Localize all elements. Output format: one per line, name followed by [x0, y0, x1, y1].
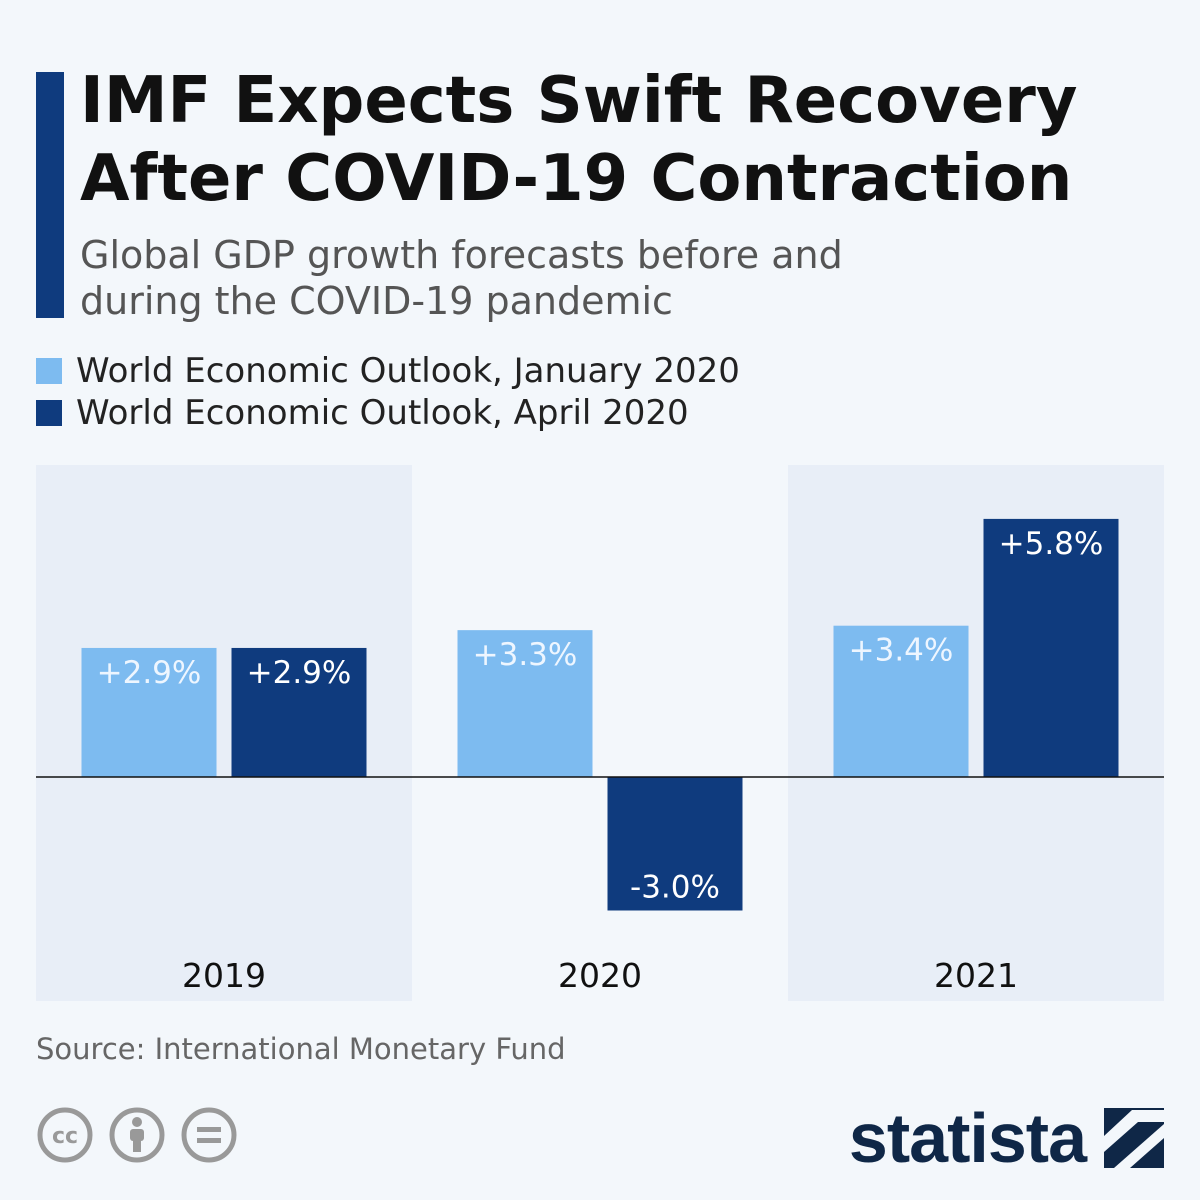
svg-text:cc: cc — [52, 1124, 78, 1149]
chart-legend: World Economic Outlook, January 2020 Wor… — [36, 350, 740, 434]
legend-swatch-april — [36, 400, 62, 426]
attribution-icon — [109, 1107, 165, 1163]
brand-wordmark: statista — [848, 1099, 1087, 1177]
title-line-1: IMF Expects Swift Recovery — [80, 64, 1078, 138]
legend-swatch-january — [36, 358, 62, 384]
category-label-2019: 2019 — [182, 956, 266, 995]
data-label-2020-series-1: +3.3% — [473, 637, 578, 673]
data-label-2021-series-1: +3.4% — [849, 633, 954, 669]
bar-2021-series-1 — [833, 625, 969, 777]
legend-item-april: World Economic Outlook, April 2020 — [36, 392, 740, 434]
legend-item-january: World Economic Outlook, January 2020 — [36, 350, 740, 392]
brand: statista — [849, 1098, 1164, 1178]
bar-2021-series-2 — [983, 518, 1119, 777]
title-line-2: After COVID-19 Contraction — [80, 142, 1073, 216]
category-label-2020: 2020 — [558, 956, 642, 995]
subtitle-line-2: during the COVID-19 pandemic — [80, 279, 673, 323]
source-note: Source: International Monetary Fund — [36, 1032, 566, 1066]
data-label-2021-series-2: +5.8% — [999, 526, 1104, 562]
page-subtitle: Global GDP growth forecasts before and d… — [80, 232, 980, 324]
bar-2019-series-1 — [81, 647, 217, 777]
statista-logo-icon — [1104, 1108, 1164, 1168]
bar-2020-series-1 — [457, 630, 593, 777]
category-label-2021: 2021 — [934, 956, 1018, 995]
data-label-2019-series-1: +2.9% — [97, 655, 202, 691]
license-icons: cc — [36, 1106, 238, 1164]
data-label-2020-series-2: -3.0% — [630, 870, 720, 906]
bar-2020-series-2 — [607, 777, 743, 911]
no-derivatives-icon — [181, 1107, 237, 1163]
cc-icon: cc — [37, 1107, 93, 1163]
subtitle-line-1: Global GDP growth forecasts before and — [80, 233, 843, 277]
legend-label-january: World Economic Outlook, January 2020 — [76, 351, 740, 391]
data-label-2019-series-2: +2.9% — [247, 655, 352, 691]
legend-label-april: World Economic Outlook, April 2020 — [76, 393, 689, 433]
bar-2019-series-2 — [231, 647, 367, 777]
page-title: IMF Expects Swift Recovery After COVID-1… — [80, 62, 1160, 218]
title-accent-bar — [36, 72, 64, 318]
